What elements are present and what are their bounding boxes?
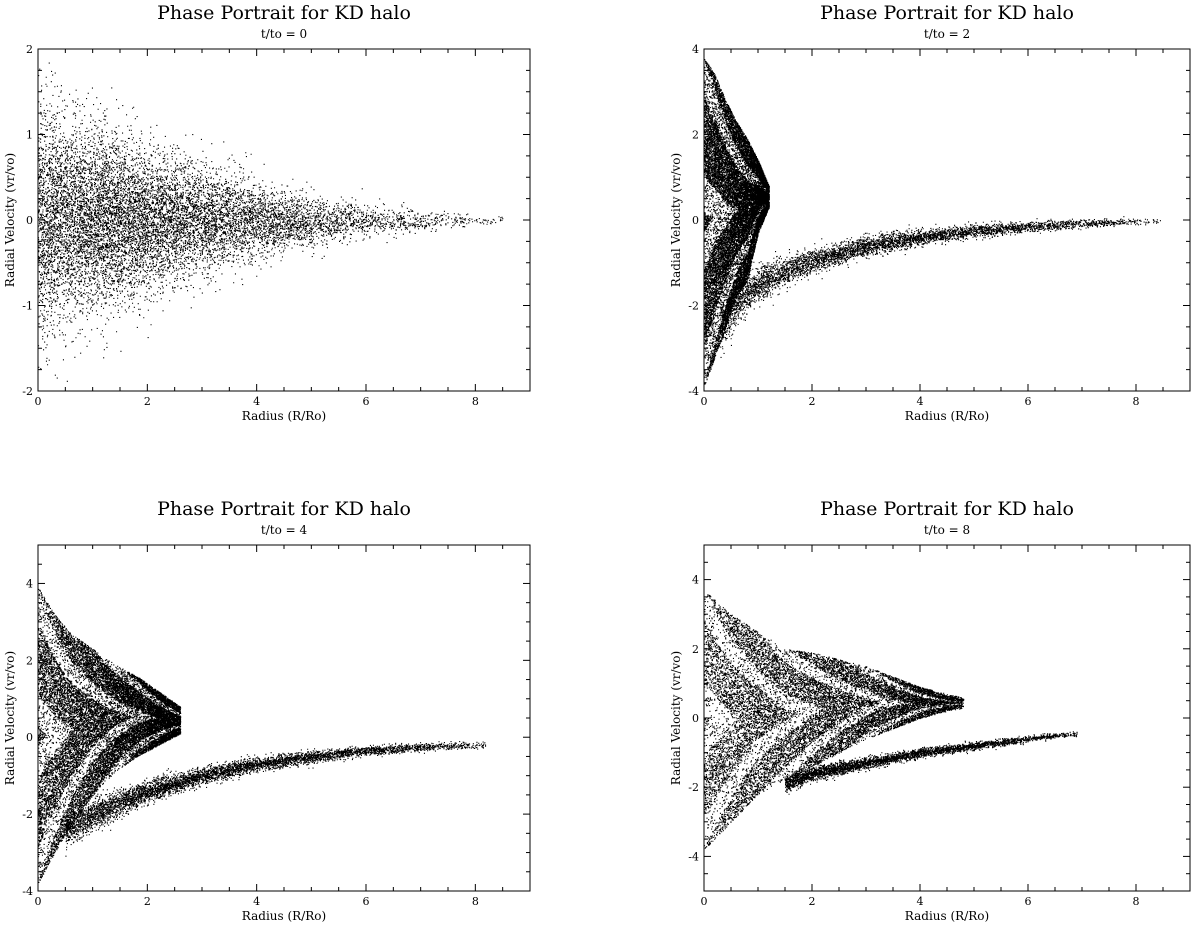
y-tick-label: 4 [26, 577, 33, 590]
x-tick-label: 8 [1133, 895, 1140, 908]
x-tick-label: 8 [472, 395, 479, 408]
chart-title: Phase Portrait for KD halo [157, 498, 411, 520]
x-tick-label: 0 [701, 895, 708, 908]
chart-panel-2: Phase Portrait for KD halo t/to = 2 0 2 4 6 8 -… [669, 2, 1191, 423]
y-tick-label: -2 [688, 781, 699, 794]
x-tick-label: 6 [1025, 395, 1032, 408]
scatter-point-cloud [38, 62, 504, 382]
scatter-points [38, 588, 487, 883]
scatter-points [704, 594, 1078, 849]
x-tick-label: 8 [472, 895, 479, 908]
scatter-point-cloud [38, 588, 487, 883]
x-axis-label: Radius (R/Ro) [242, 409, 326, 423]
y-tick-label: 4 [692, 43, 699, 56]
y-tick-label: 0 [26, 731, 33, 744]
chart-panel-4: Phase Portrait for KD halo t/to = 8 0 2 4 6 8 -… [669, 498, 1191, 923]
x-tick-label: 2 [809, 395, 816, 408]
y-tick-label: -4 [688, 385, 699, 398]
x-axis-label: Radius (R/Ro) [242, 909, 326, 923]
y-tick-label: 2 [692, 129, 699, 142]
x-axis-label: Radius (R/Ro) [905, 909, 989, 923]
y-tick-label: -2 [22, 385, 33, 398]
chart-title: Phase Portrait for KD halo [157, 2, 411, 24]
y-tick-label: 0 [692, 712, 699, 725]
y-tick-label: -2 [22, 808, 33, 821]
scatter-point-cloud [704, 59, 1161, 385]
y-tick-label: 4 [692, 574, 699, 587]
x-tick-label: 4 [917, 395, 924, 408]
chart-subtitle: t/to = 0 [261, 27, 307, 41]
x-axis-label: Radius (R/Ro) [905, 409, 989, 423]
chart-subtitle: t/to = 2 [924, 27, 970, 41]
y-tick-label: -4 [688, 850, 699, 863]
y-axis-label: Radial Velocity (vr/vo) [3, 153, 17, 287]
y-axis-label: Radial Velocity (vr/vo) [669, 651, 683, 785]
x-tick-label: 2 [144, 895, 151, 908]
x-tick-label: 4 [253, 895, 260, 908]
x-tick-label: 0 [35, 395, 42, 408]
y-tick-label: -1 [22, 300, 33, 313]
scatter-points [38, 62, 504, 382]
chart-title: Phase Portrait for KD halo [820, 2, 1074, 24]
y-tick-label: 0 [692, 214, 699, 227]
y-tick-label: -2 [688, 300, 699, 313]
y-tick-label: 1 [26, 129, 33, 142]
y-tick-label: 2 [692, 643, 699, 656]
chart-title: Phase Portrait for KD halo [820, 498, 1074, 520]
x-tick-label: 6 [363, 895, 370, 908]
chart-subtitle: t/to = 4 [261, 523, 308, 537]
x-tick-label: 4 [917, 895, 924, 908]
x-tick-label: 2 [809, 895, 816, 908]
x-tick-label: 2 [144, 395, 151, 408]
y-tick-label: 2 [26, 43, 33, 56]
y-tick-label: -4 [22, 885, 33, 898]
x-tick-label: 0 [35, 895, 42, 908]
x-tick-label: 0 [701, 395, 708, 408]
scatter-point-cloud [704, 594, 1078, 849]
x-tick-label: 6 [363, 395, 370, 408]
x-tick-label: 8 [1133, 395, 1140, 408]
chart-panel-3: Phase Portrait for KD halo t/to = 4 0 2 4 6 8 -… [3, 498, 531, 923]
scatter-points [704, 59, 1161, 385]
y-tick-label: 0 [26, 214, 33, 227]
x-tick-label: 6 [1025, 895, 1032, 908]
y-axis-label: Radial Velocity (vr/vo) [669, 153, 683, 287]
chart-panel-1: Phase Portrait for KD halo t/to = 0 0 2 4 6 8 -… [3, 2, 531, 423]
x-tick-label: 4 [253, 395, 260, 408]
y-tick-label: 2 [26, 654, 33, 667]
chart-subtitle: t/to = 8 [924, 523, 970, 537]
y-axis-label: Radial Velocity (vr/vo) [3, 651, 17, 785]
